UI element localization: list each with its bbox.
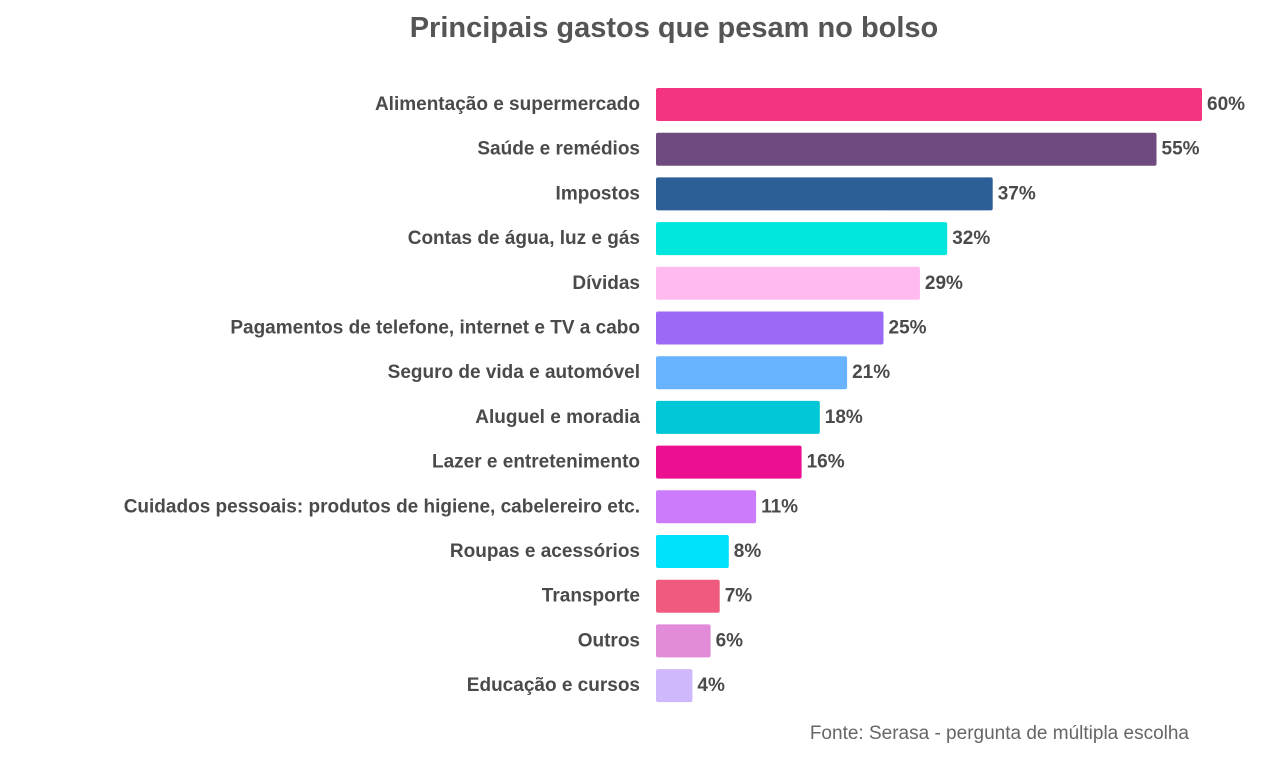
category-label: Roupas e acessórios [450,541,640,562]
category-label: Pagamentos de telefone, internet e TV a … [230,318,640,339]
category-label: Transporte [542,586,640,607]
bar [656,579,720,613]
value-label: 7% [725,586,753,607]
bar [656,356,848,390]
value-label: 32% [952,228,990,249]
value-label: 21% [852,362,890,383]
value-label: 18% [825,407,863,428]
bar [656,624,711,658]
bar [656,669,693,703]
value-label: 6% [716,630,744,651]
category-label: Aluguel e moradia [475,407,640,428]
bar [656,88,1202,121]
value-label: 8% [734,541,762,562]
category-label: Cuidados pessoais: produtos de higiene, … [124,496,640,517]
chart-title: Principais gastos que pesam no bolso [409,12,939,44]
category-label: Alimentação e supermercado [375,94,640,115]
source-note: Fonte: Serasa - pergunta de múltipla esc… [809,723,1189,744]
value-label: 29% [925,273,963,294]
bar [656,535,729,568]
bar [656,400,820,434]
category-label: Lazer e entretenimento [432,452,640,473]
bar [656,311,884,345]
category-label: Educação e cursos [467,675,640,696]
value-label: 55% [1162,139,1200,160]
value-label: 16% [807,452,845,473]
value-label: 37% [998,183,1036,204]
category-label: Seguro de vida e automóvel [388,362,640,383]
bar [656,266,920,300]
value-label: 11% [761,496,798,517]
bar [656,177,993,211]
value-label: 60% [1207,94,1245,115]
category-label: Outros [578,630,640,651]
category-label: Dívidas [572,273,640,294]
bar [656,222,948,256]
category-label: Impostos [556,183,640,204]
value-label: 25% [889,318,927,339]
bar [656,445,802,479]
category-label: Contas de água, luz e gás [408,228,640,249]
value-label: 4% [697,675,725,696]
bar [656,490,757,524]
category-label: Saúde e remédios [477,139,640,160]
bar [656,132,1157,166]
